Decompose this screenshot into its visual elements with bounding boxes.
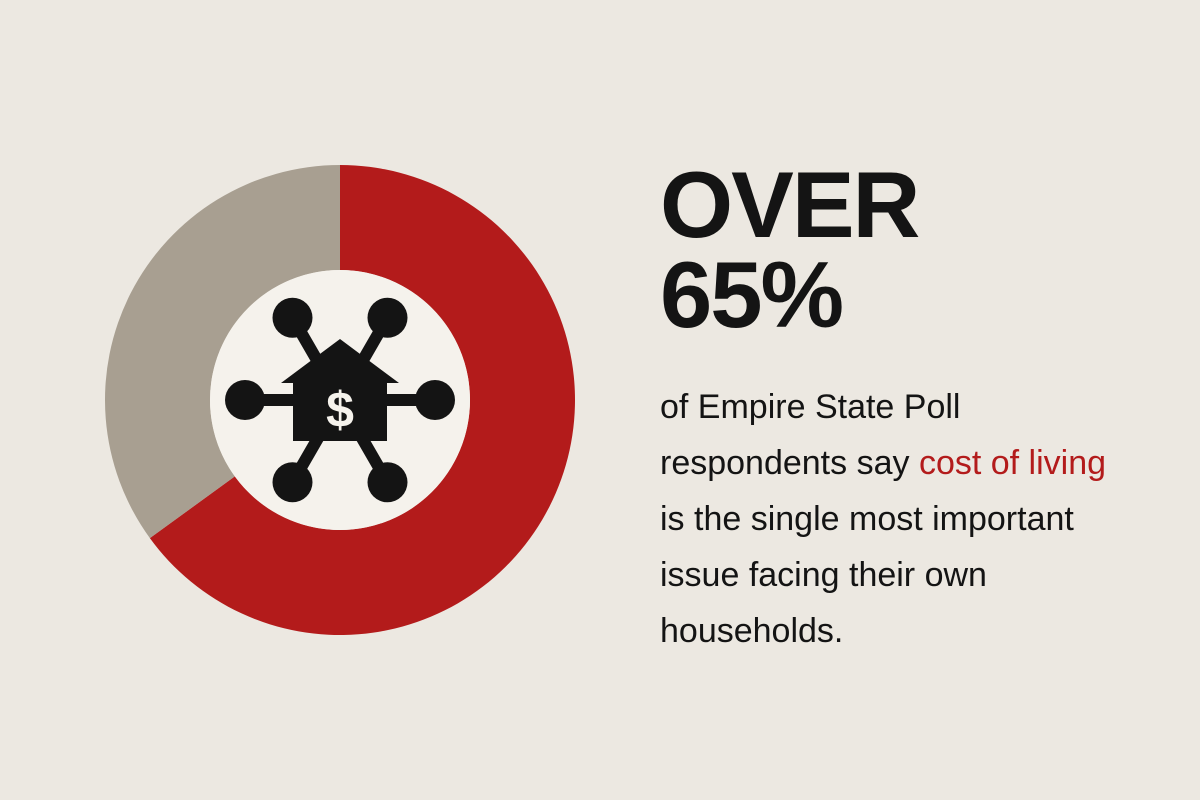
headline-line1: OVER: [660, 160, 1130, 249]
headline: OVER 65%: [660, 160, 1130, 339]
infographic-container: $ OVER 65% of Empire State Poll responde…: [0, 0, 1200, 800]
chart-panel: $: [70, 165, 610, 635]
body-text: of Empire State Poll respondents say cos…: [660, 379, 1130, 659]
body-highlight: cost of living: [919, 444, 1106, 482]
dollar-sign-icon: $: [326, 382, 354, 438]
body-pre: of Empire State Poll respondents say: [660, 388, 960, 482]
donut-chart: $: [105, 165, 575, 635]
headline-line2: 65%: [660, 250, 1130, 339]
text-panel: OVER 65% of Empire State Poll respondent…: [610, 140, 1130, 659]
body-post: is the single most important issue facin…: [660, 500, 1074, 650]
